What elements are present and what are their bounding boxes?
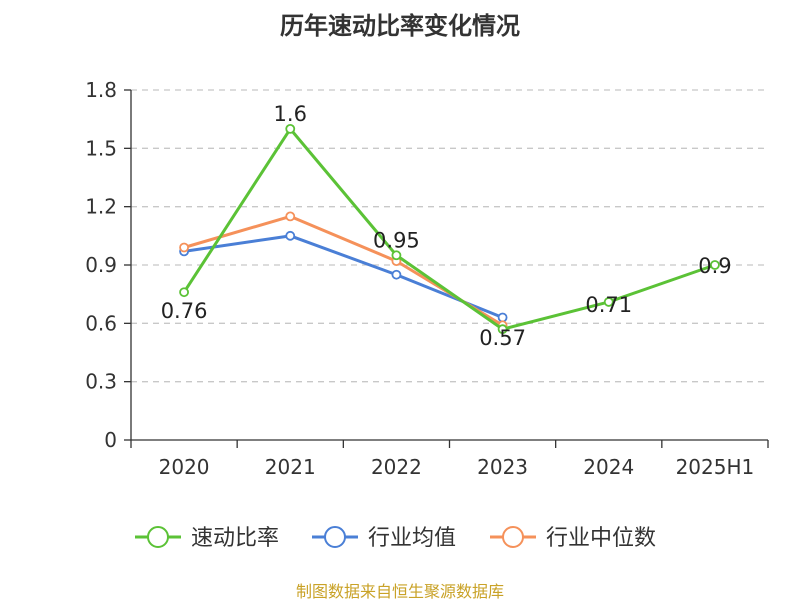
legend-swatch-marker	[324, 526, 346, 548]
y-tick-label: 1.5	[85, 136, 117, 160]
y-tick-label: 0	[104, 428, 117, 452]
data-label: 0.76	[161, 299, 208, 323]
data-point	[497, 312, 508, 323]
legend-label: 行业中位数	[546, 526, 656, 551]
x-tick-label: 2021	[265, 455, 316, 479]
x-tick-label: 2024	[583, 455, 634, 479]
y-tick-label: 1.2	[85, 195, 117, 219]
x-axis-ticks: 2020 2021 2022 2023 2024 2025H1	[130, 440, 769, 479]
data-point	[710, 260, 720, 270]
y-tick-label: 1.8	[85, 78, 117, 102]
legend-label: 速动比率	[191, 526, 279, 551]
data-label: 0.57	[479, 326, 526, 350]
y-tick-label: 0.6	[85, 311, 117, 335]
data-point	[285, 123, 296, 134]
legend-swatch-marker	[502, 526, 524, 548]
legend-label: 行业均值	[368, 526, 456, 551]
data-label: 0.71	[585, 293, 632, 317]
chart-title: 历年速动比率变化情况	[280, 12, 520, 40]
y-axis-ticks: 0 0.3 0.6 0.9 1.2 1.5 1.8	[85, 78, 131, 452]
data-point	[603, 297, 614, 307]
y-tick-label: 0.3	[85, 370, 117, 394]
data-point	[179, 242, 189, 253]
x-tick-label: 2022	[371, 455, 422, 479]
data-label: 0.95	[373, 228, 420, 252]
series-line	[182, 127, 716, 331]
series-layer	[179, 123, 720, 335]
data-labels: 0.76 1.6 0.95 0.57 0.71 0.9	[161, 102, 732, 350]
x-tick-label: 2025H1	[676, 455, 755, 479]
series-line	[183, 234, 504, 319]
data-point	[285, 211, 296, 222]
x-tick-label: 2023	[477, 455, 528, 479]
source-note: 制图数据来自恒生聚源数据库	[295, 582, 504, 601]
data-point	[179, 287, 189, 298]
data-label: 1.6	[274, 102, 307, 126]
y-tick-label: 0.9	[85, 253, 117, 277]
data-point	[391, 250, 402, 261]
series-line	[183, 214, 504, 327]
x-tick-label: 2020	[159, 455, 210, 479]
data-point	[391, 269, 402, 280]
data-point	[285, 230, 296, 241]
data-label: 0.9	[698, 254, 731, 278]
grid-lines	[131, 89, 768, 383]
legend-swatch-marker	[147, 526, 169, 548]
data-point	[497, 324, 508, 335]
legend: 速动比率 行业均值 行业中位数	[135, 526, 656, 551]
